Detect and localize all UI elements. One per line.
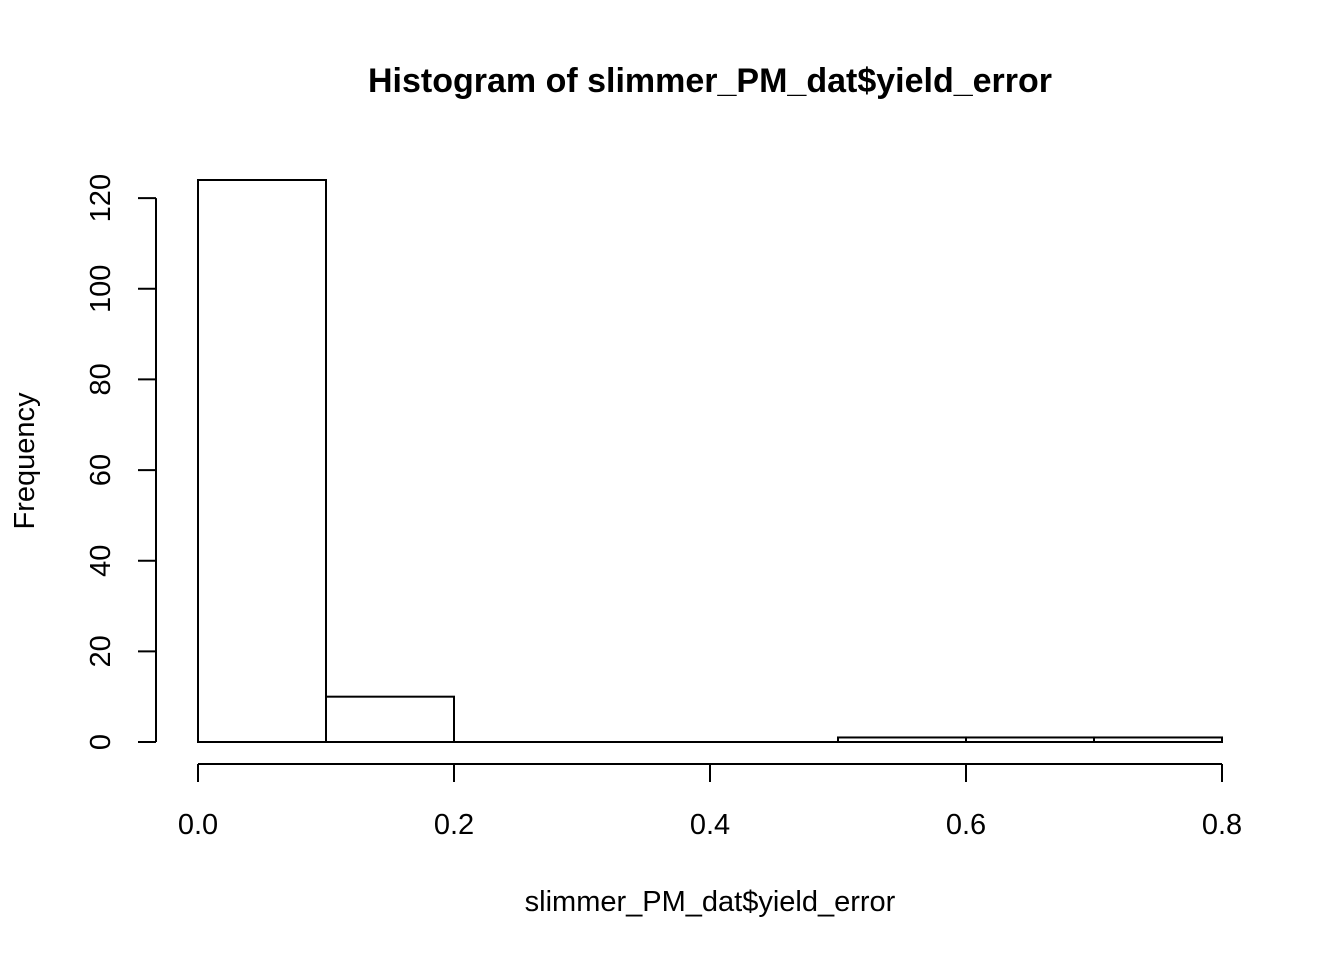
histogram-bar — [197, 179, 327, 743]
x-tick-label: 0.2 — [434, 809, 474, 841]
x-axis-label: slimmer_PM_dat$yield_error — [525, 886, 896, 918]
x-tick-label: 0.0 — [178, 809, 218, 841]
histogram-bar — [965, 736, 1095, 743]
y-tick-label: 80 — [85, 363, 117, 395]
x-axis: 0.0 0.2 0.4 0.6 0.8 — [178, 763, 1242, 841]
y-tick-label: 120 — [85, 174, 117, 222]
y-tick-label: 100 — [85, 265, 117, 313]
y-tick-label: 0 — [85, 734, 117, 750]
histogram-bar — [1093, 736, 1223, 743]
x-tick-label: 0.8 — [1202, 809, 1242, 841]
x-tick-label: 0.6 — [946, 809, 986, 841]
y-tick-label: 60 — [85, 454, 117, 486]
bars-group — [197, 179, 1223, 744]
y-axis: 0 20 40 60 80 100 120 — [85, 174, 157, 750]
histogram-bar — [837, 736, 967, 743]
chart-title: Histogram of slimmer_PM_dat$yield_error — [368, 62, 1052, 100]
y-tick-label: 40 — [85, 545, 117, 577]
y-axis-label: Frequency — [9, 392, 41, 530]
histogram-bar — [325, 695, 455, 744]
y-tick-label: 20 — [85, 635, 117, 667]
x-tick-label: 0.4 — [690, 809, 730, 841]
